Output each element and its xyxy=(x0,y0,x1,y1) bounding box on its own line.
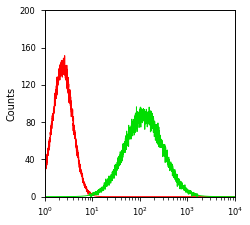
Y-axis label: Counts: Counts xyxy=(7,86,17,121)
